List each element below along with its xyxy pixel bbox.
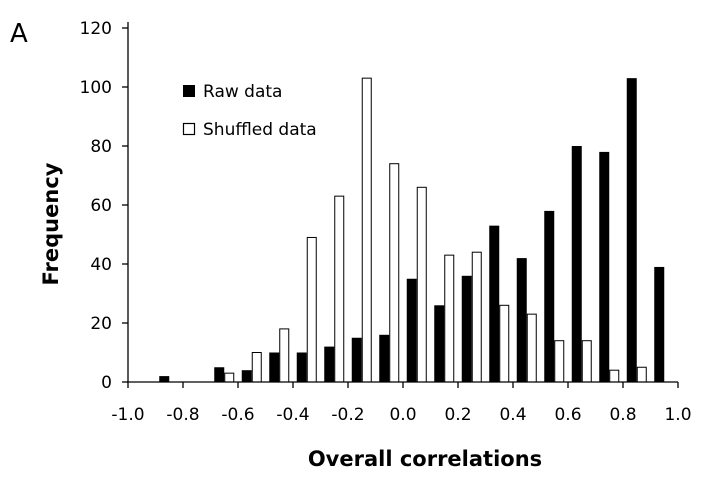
x-tick-label: 0.2 xyxy=(444,405,471,425)
raw-bar xyxy=(654,266,665,382)
x-axis-title: Overall correlations xyxy=(308,447,542,471)
panel-label: A xyxy=(10,19,28,49)
shuffled-bar xyxy=(609,369,620,383)
raw-bar xyxy=(544,210,555,382)
x-tick-label: -0.2 xyxy=(331,405,364,425)
x-tick-label: -1.0 xyxy=(111,405,144,425)
x-tick-label: 0.4 xyxy=(499,405,526,425)
y-tick-label: 40 xyxy=(90,255,112,275)
y-tick-label: 100 xyxy=(80,78,112,98)
raw-bar xyxy=(516,258,527,382)
shuffled-bar xyxy=(499,304,510,383)
shuffled-bar xyxy=(554,340,565,383)
x-tick-label: -0.4 xyxy=(276,405,309,425)
shuffled-bar xyxy=(444,254,455,383)
y-tick-label: 60 xyxy=(90,196,112,216)
y-tick-label: 0 xyxy=(101,373,112,393)
shuffled-bar xyxy=(251,352,262,383)
raw-bar xyxy=(296,352,307,382)
shuffled-bar xyxy=(389,163,400,383)
shuffled-bar xyxy=(306,236,317,383)
shuffled-bar xyxy=(471,251,482,383)
raw-bar xyxy=(351,337,362,382)
raw-legend-swatch xyxy=(183,85,195,97)
raw-legend-label: Raw data xyxy=(203,82,282,102)
x-tick-label: -0.8 xyxy=(166,405,199,425)
plot-area: 0 20 40 60 80 100 120 -1.0 -0.8 -0.6 -0.4 -0.2 0.0 0.… xyxy=(80,19,692,425)
y-axis-title: Frequency xyxy=(39,162,63,285)
raw-bar xyxy=(269,352,280,382)
shuffled-legend-swatch xyxy=(182,122,196,136)
y-tick-label: 20 xyxy=(90,314,112,334)
raw-bar xyxy=(461,275,472,382)
raw-bar xyxy=(159,376,170,382)
x-tick-label: -0.6 xyxy=(221,405,254,425)
shuffled-bar xyxy=(416,186,427,383)
x-tick-label: 1.0 xyxy=(664,405,691,425)
raw-bar xyxy=(379,334,390,382)
x-tick-label: 0.6 xyxy=(554,405,581,425)
shuffled-bar xyxy=(279,328,290,383)
raw-bar xyxy=(599,151,610,382)
raw-bar xyxy=(571,146,582,382)
raw-bar xyxy=(324,346,335,382)
y-tick-label: 80 xyxy=(90,137,112,157)
raw-bar xyxy=(406,278,417,382)
x-tick-label: 0.0 xyxy=(389,405,416,425)
x-tick-label: 0.8 xyxy=(609,405,636,425)
shuffled-bar xyxy=(334,195,345,383)
legend: Raw data Shuffled data xyxy=(182,82,317,140)
shuffled-bar xyxy=(636,366,647,383)
shuffled-bar xyxy=(224,372,235,383)
raw-bar xyxy=(434,305,445,382)
raw-bar xyxy=(241,370,252,382)
y-tick-label: 120 xyxy=(80,19,112,39)
shuffled-legend-label: Shuffled data xyxy=(203,120,317,140)
raw-bar xyxy=(214,367,225,382)
shuffled-bar xyxy=(361,77,372,383)
shuffled-bar xyxy=(581,340,592,383)
shuffled-bar xyxy=(526,313,537,383)
raw-bar xyxy=(489,225,500,382)
raw-bar xyxy=(626,78,637,383)
